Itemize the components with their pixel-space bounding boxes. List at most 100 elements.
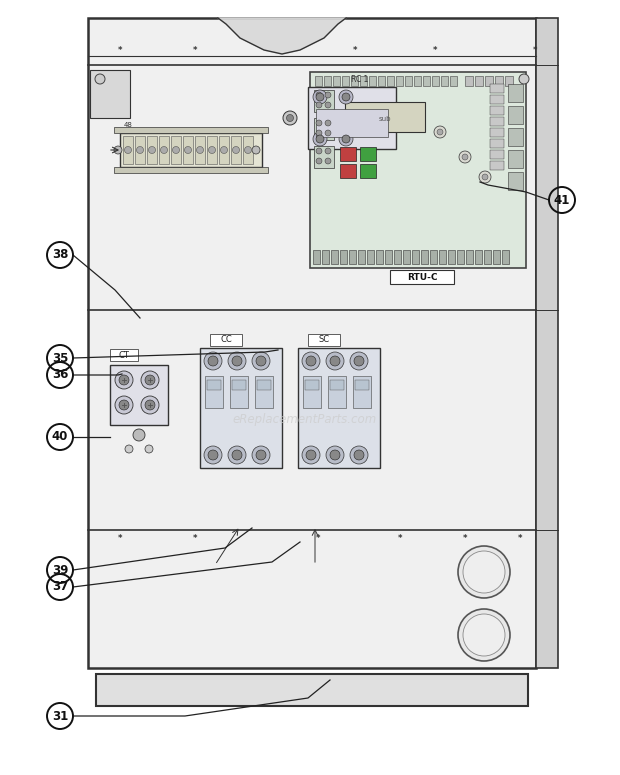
Circle shape [350, 446, 368, 464]
Bar [385, 250, 392, 264]
Circle shape [286, 115, 293, 122]
Bar [340, 250, 347, 264]
Circle shape [325, 158, 331, 164]
Circle shape [145, 445, 153, 453]
Bar [378, 76, 385, 86]
Circle shape [326, 446, 344, 464]
Bar [360, 164, 376, 178]
Circle shape [119, 400, 129, 410]
Bar [457, 250, 464, 264]
Circle shape [325, 120, 331, 126]
Text: *: * [193, 533, 197, 542]
Text: 31: 31 [52, 709, 68, 722]
Bar [390, 270, 454, 284]
Bar [367, 250, 374, 264]
Bar [316, 109, 388, 137]
Circle shape [244, 146, 252, 153]
Bar [195, 136, 205, 164]
Bar [505, 76, 513, 86]
Circle shape [325, 92, 331, 98]
Text: 36: 36 [52, 368, 68, 381]
Bar [308, 87, 396, 149]
Bar [243, 136, 253, 164]
Circle shape [437, 129, 443, 135]
Bar [423, 76, 430, 86]
Bar [314, 118, 334, 140]
Circle shape [325, 148, 331, 154]
Bar [90, 70, 130, 118]
Circle shape [252, 146, 260, 154]
Text: RTU-C: RTU-C [407, 273, 437, 281]
Circle shape [325, 130, 331, 136]
Circle shape [119, 375, 129, 385]
Bar [360, 76, 367, 86]
Bar [490, 128, 504, 137]
Bar [414, 76, 421, 86]
Circle shape [114, 146, 122, 154]
Bar [536, 18, 558, 668]
Text: CT: CT [118, 350, 130, 360]
Text: RC 1: RC 1 [352, 74, 369, 84]
Bar [210, 334, 242, 346]
Bar [200, 348, 282, 468]
Text: SC: SC [319, 336, 330, 345]
Circle shape [306, 450, 316, 460]
Circle shape [141, 396, 159, 414]
Bar [324, 76, 331, 86]
Circle shape [463, 551, 505, 593]
Bar [314, 90, 334, 112]
Bar [430, 250, 437, 264]
Bar [465, 76, 473, 86]
Circle shape [313, 132, 327, 146]
Bar [355, 380, 369, 390]
Circle shape [330, 356, 340, 366]
Circle shape [149, 146, 156, 153]
Bar [257, 380, 271, 390]
Bar [340, 164, 356, 178]
Bar [330, 380, 344, 390]
Circle shape [145, 400, 155, 410]
Bar [333, 76, 340, 86]
Bar [310, 72, 526, 268]
Bar [147, 136, 157, 164]
Bar [114, 127, 268, 133]
Bar [328, 376, 346, 408]
Bar [88, 18, 536, 668]
Circle shape [316, 102, 322, 108]
Text: 40: 40 [52, 430, 68, 443]
Circle shape [350, 352, 368, 370]
Bar [432, 76, 439, 86]
Circle shape [463, 614, 505, 656]
Bar [123, 136, 133, 164]
Bar [159, 136, 169, 164]
Circle shape [283, 111, 297, 125]
Circle shape [125, 445, 133, 453]
Circle shape [434, 126, 446, 138]
Bar [448, 250, 455, 264]
Text: 39: 39 [52, 563, 68, 577]
Circle shape [519, 74, 529, 84]
Circle shape [342, 93, 350, 101]
Circle shape [232, 356, 242, 366]
Bar [353, 376, 371, 408]
Bar [493, 250, 500, 264]
Circle shape [208, 450, 218, 460]
Text: *: * [398, 533, 402, 542]
Text: *: * [316, 533, 321, 542]
Circle shape [302, 352, 320, 370]
Circle shape [458, 546, 510, 598]
Bar [207, 136, 217, 164]
Bar [114, 167, 268, 173]
Bar [110, 365, 168, 425]
Bar [308, 334, 340, 346]
Bar [369, 76, 376, 86]
Bar [495, 76, 503, 86]
Circle shape [185, 146, 192, 153]
Bar [490, 150, 504, 159]
Bar [303, 376, 321, 408]
Text: eReplacementParts.com: eReplacementParts.com [233, 414, 377, 426]
Bar [394, 250, 401, 264]
Circle shape [256, 450, 266, 460]
Bar [466, 250, 473, 264]
Circle shape [342, 135, 350, 143]
